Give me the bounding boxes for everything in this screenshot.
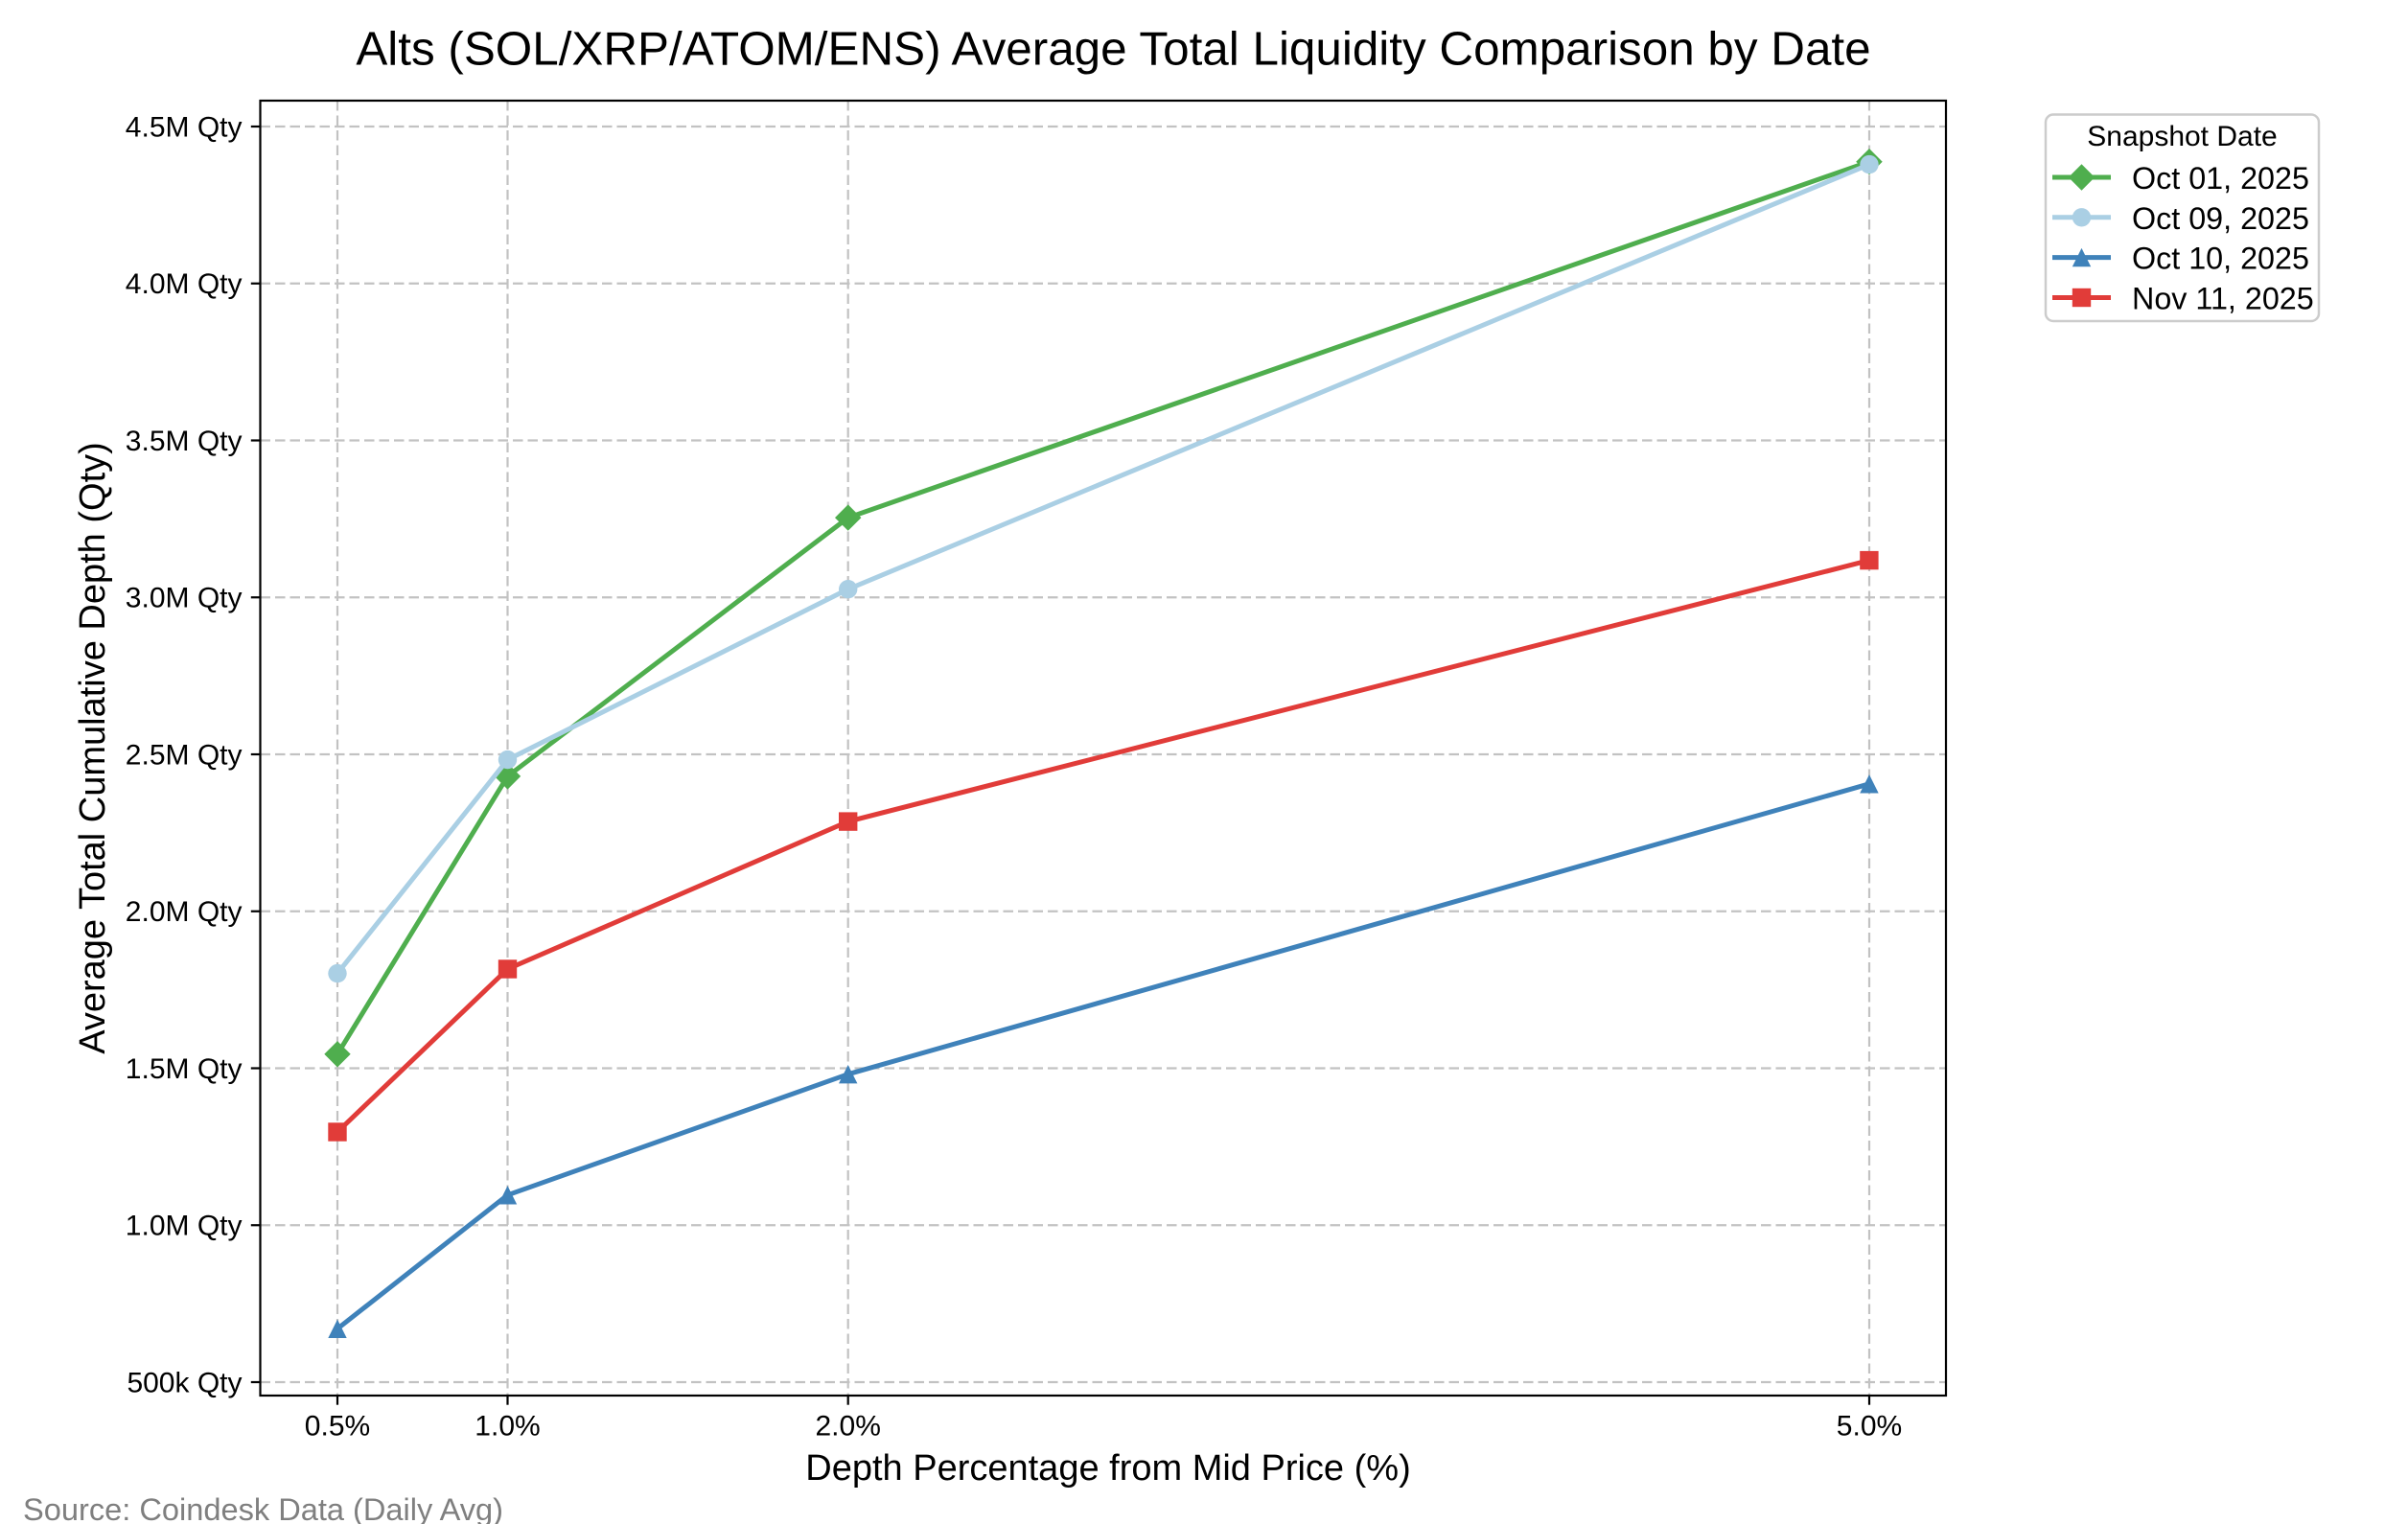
svg-text:Snapshot Date: Snapshot Date	[2087, 121, 2277, 152]
svg-text:500k Qty: 500k Qty	[127, 1367, 242, 1398]
svg-text:3.0M Qty: 3.0M Qty	[126, 583, 243, 614]
svg-text:Oct 01, 2025: Oct 01, 2025	[2132, 161, 2309, 196]
svg-text:2.5M Qty: 2.5M Qty	[126, 739, 243, 771]
svg-text:1.5M Qty: 1.5M Qty	[126, 1053, 243, 1085]
svg-text:1.0%: 1.0%	[475, 1411, 540, 1443]
svg-text:4.0M Qty: 4.0M Qty	[126, 268, 243, 300]
svg-text:5.0%: 5.0%	[1837, 1411, 1902, 1443]
svg-text:0.5%: 0.5%	[305, 1411, 370, 1443]
svg-text:2.0M Qty: 2.0M Qty	[126, 896, 243, 928]
svg-text:3.5M Qty: 3.5M Qty	[126, 426, 243, 457]
svg-text:Depth Percentage from Mid Pric: Depth Percentage from Mid Price (%)	[805, 1448, 1410, 1489]
svg-text:Alts (SOL/XRP/ATOM/ENS) Averag: Alts (SOL/XRP/ATOM/ENS) Average Total Li…	[356, 23, 1870, 76]
svg-text:Source: Coindesk Data (Daily A: Source: Coindesk Data (Daily Avg)	[23, 1491, 503, 1524]
svg-text:Oct 10, 2025: Oct 10, 2025	[2132, 242, 2309, 276]
svg-text:Oct 09, 2025: Oct 09, 2025	[2132, 201, 2309, 236]
svg-text:Average Total Cumulative Depth: Average Total Cumulative Depth (Qty)	[73, 442, 113, 1054]
svg-text:Nov 11, 2025: Nov 11, 2025	[2132, 282, 2314, 316]
svg-text:2.0%: 2.0%	[816, 1411, 881, 1443]
svg-text:1.0M Qty: 1.0M Qty	[126, 1211, 243, 1242]
svg-text:4.5M Qty: 4.5M Qty	[126, 111, 243, 143]
